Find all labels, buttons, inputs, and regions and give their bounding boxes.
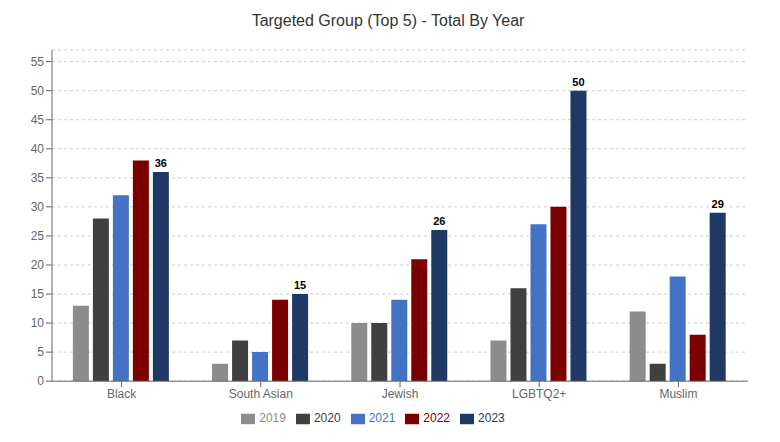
svg-text:10: 10: [31, 316, 45, 330]
svg-text:15: 15: [31, 287, 45, 301]
svg-text:LGBTQ2+: LGBTQ2+: [512, 387, 566, 401]
html-text:2020: 2020: [313, 411, 341, 426]
svg-text:36: 36: [155, 157, 167, 169]
svg-text:0: 0: [37, 374, 44, 388]
svg-text:50: 50: [31, 84, 45, 98]
svg-text:45: 45: [31, 113, 45, 127]
svg-text:26: 26: [433, 215, 445, 227]
svg-text:25: 25: [31, 229, 45, 243]
svg-text:20: 20: [31, 258, 45, 272]
html-text:2022: 2022: [423, 411, 450, 426]
html-text:Targeted Group (Top 5) - Total: Targeted Group (Top 5) - Total By Year: [251, 12, 525, 29]
svg-text:Black: Black: [107, 387, 137, 401]
svg-text:55: 55: [31, 55, 45, 69]
svg-text:Jewish: Jewish: [382, 387, 419, 401]
svg-text:50: 50: [572, 76, 584, 88]
svg-text:Muslim: Muslim: [659, 387, 697, 401]
svg-text:15: 15: [294, 279, 306, 291]
svg-text:29: 29: [712, 198, 724, 210]
svg-text:35: 35: [31, 171, 45, 185]
svg-text:30: 30: [31, 200, 45, 214]
html-text:2023: 2023: [478, 411, 505, 426]
html-text:2021: 2021: [368, 411, 396, 426]
html-text:2019: 2019: [259, 411, 286, 426]
svg-text:5: 5: [37, 345, 44, 359]
svg-text:40: 40: [31, 142, 45, 156]
svg-text:South Asian: South Asian: [229, 387, 293, 401]
